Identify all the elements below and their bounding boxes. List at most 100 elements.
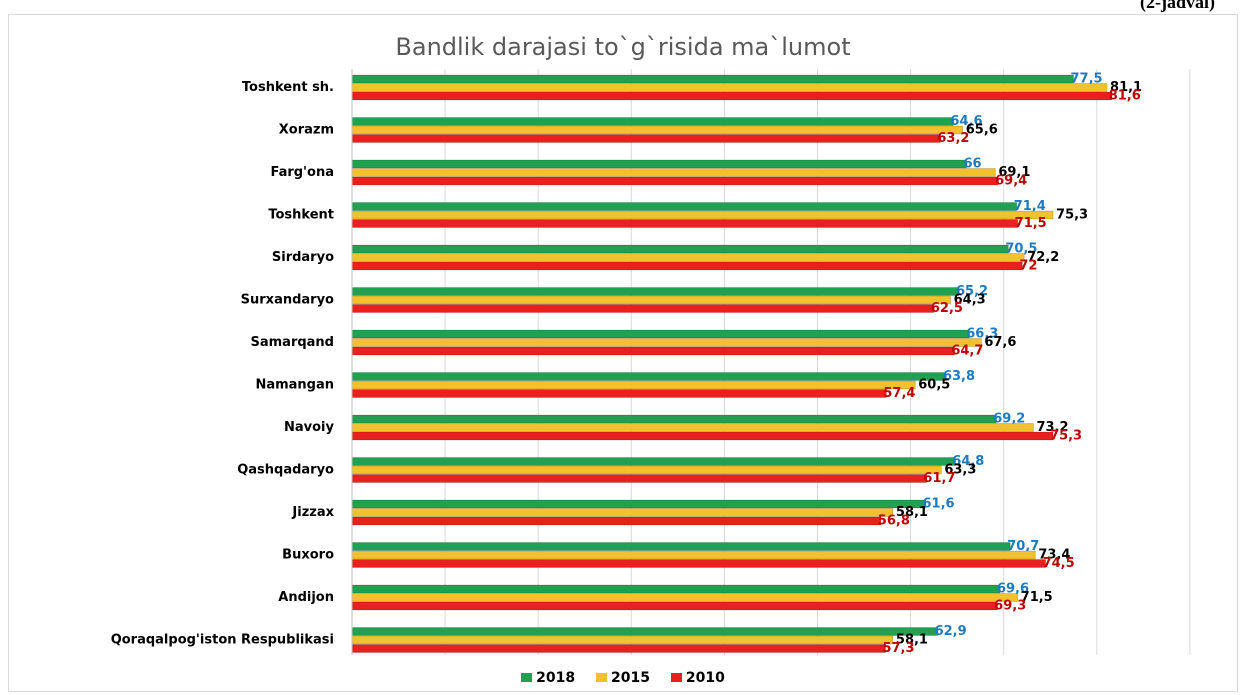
- bar-2015: [351, 508, 894, 517]
- data-label-2018: 71,4: [1014, 199, 1046, 214]
- chart-legend: 2018 2015 2010: [9, 670, 1237, 686]
- bar-2015: [351, 465, 942, 475]
- data-label-2010: 61,7: [923, 471, 955, 486]
- bar-2015: [351, 253, 1025, 262]
- data-label-2018: 63,8: [943, 369, 975, 384]
- bar-2018: [351, 159, 967, 169]
- bar-2015: [351, 168, 996, 177]
- legend-swatch-2010: [670, 673, 682, 682]
- category-label: Jizzax: [291, 505, 334, 520]
- data-label-2018: 61,6: [922, 497, 954, 512]
- category-label: Farg'ona: [270, 165, 334, 180]
- data-label-2018: 66,3: [966, 327, 998, 342]
- bar-2018: [351, 627, 938, 636]
- bar-2018: [351, 372, 947, 381]
- data-label-2015: 58,1: [896, 505, 928, 520]
- data-label-2010: 57,3: [882, 641, 914, 656]
- bar-2018: [351, 202, 1018, 211]
- category-label: Xorazm: [279, 123, 334, 138]
- data-label-2010: 74,5: [1043, 556, 1075, 571]
- bar-2010: [351, 91, 1112, 101]
- bar-2010: [351, 134, 941, 143]
- legend-swatch-2018: [521, 673, 533, 682]
- bar-2018: [351, 329, 970, 339]
- bar-2010: [351, 474, 927, 483]
- bar-2015: [351, 380, 916, 390]
- data-label-2010: 57,4: [883, 386, 915, 401]
- bar-2010: [351, 431, 1054, 441]
- data-label-2010: 62,5: [931, 301, 963, 316]
- data-label-2015: 71,5: [1021, 590, 1053, 605]
- bar-2010: [351, 601, 998, 611]
- data-label-2015: 73,4: [1038, 548, 1070, 563]
- data-label-2018: 62,9: [935, 624, 967, 639]
- legend-label-2010: 2010: [685, 670, 725, 686]
- bar-2015: [351, 295, 951, 305]
- data-label-2010: 81,6: [1109, 89, 1141, 104]
- category-label: Sirdaryo: [272, 250, 334, 265]
- bar-2015: [351, 210, 1054, 220]
- data-label-2015: 58,1: [896, 633, 928, 648]
- legend-swatch-2015: [596, 673, 608, 682]
- bar-2015: [351, 83, 1108, 92]
- data-label-2015: 73,2: [1036, 420, 1068, 435]
- data-label-2015: 69,1: [998, 165, 1030, 180]
- bar-2015: [351, 423, 1034, 432]
- data-label-2010: 63,2: [937, 131, 969, 146]
- data-label-2015: 72,2: [1027, 250, 1059, 265]
- category-label: Toshkent: [268, 208, 334, 223]
- chart-title: Bandlik darajasi to`g`risida ma`lumot: [395, 33, 851, 61]
- data-label-2018: 66: [963, 157, 981, 172]
- data-label-2010: 56,8: [878, 514, 910, 529]
- bar-2015: [351, 338, 982, 347]
- category-label: Qashqadaryo: [237, 463, 334, 478]
- bar-2015: [351, 550, 1036, 560]
- legend-label-2018: 2018: [536, 670, 576, 686]
- data-label-2018: 69,2: [993, 412, 1025, 427]
- category-label: Namangan: [255, 378, 334, 393]
- bar-2010: [351, 304, 935, 313]
- bar-2018: [351, 414, 997, 424]
- data-label-2018: 65,2: [956, 284, 988, 299]
- data-label-2018: 64,6: [950, 114, 982, 129]
- data-label-2015: 64,3: [954, 293, 986, 308]
- bar-2010: [351, 346, 955, 356]
- bar-2018: [351, 584, 1001, 594]
- bar-2018: [351, 457, 956, 466]
- table-number-note: (2-jadval): [1140, 0, 1215, 12]
- data-label-2015: 75,3: [1056, 208, 1088, 223]
- bar-2010: [351, 219, 1018, 228]
- data-label-2018: 70,5: [1005, 242, 1037, 257]
- legend-item-2015: 2015: [596, 670, 650, 686]
- category-label: Buxoro: [282, 548, 334, 563]
- bar-2018: [351, 287, 960, 296]
- legend-item-2010: 2010: [670, 670, 725, 686]
- category-label: Andijon: [278, 590, 334, 605]
- data-label-2018: 77,5: [1071, 72, 1103, 87]
- bar-2018: [351, 117, 954, 126]
- legend-label-2015: 2015: [611, 670, 650, 686]
- data-label-2018: 70,7: [1007, 539, 1039, 554]
- legend-item-2018: 2018: [521, 670, 575, 686]
- category-label: Navoiy: [284, 420, 335, 435]
- category-label: Toshkent sh.: [242, 80, 334, 95]
- bar-2018: [351, 244, 1009, 254]
- data-label-2010: 72: [1019, 259, 1037, 274]
- bar-2010: [351, 261, 1023, 271]
- chart-area: Bandlik darajasi to`g`risida ma`lumot To…: [8, 14, 1238, 692]
- bar-chart-plot: Toshkent sh.77,581,181,6Xorazm64,665,663…: [111, 69, 1191, 656]
- data-label-2015: 67,6: [984, 335, 1016, 350]
- data-label-2010: 69,4: [995, 174, 1027, 189]
- bar-2010: [351, 644, 886, 653]
- bar-2010: [351, 559, 1046, 568]
- bar-2010: [351, 516, 882, 526]
- bar-2018: [351, 542, 1011, 551]
- bar-2015: [351, 593, 1018, 602]
- category-label: Surxandaryo: [241, 293, 334, 308]
- data-label-2015: 63,3: [944, 463, 976, 478]
- category-label: Qoraqalpog'iston Respublikasi: [111, 633, 334, 648]
- data-label-2015: 65,6: [966, 123, 998, 138]
- data-label-2015: 60,5: [918, 378, 950, 393]
- data-label-2018: 69,6: [997, 582, 1029, 597]
- bar-2010: [351, 176, 999, 186]
